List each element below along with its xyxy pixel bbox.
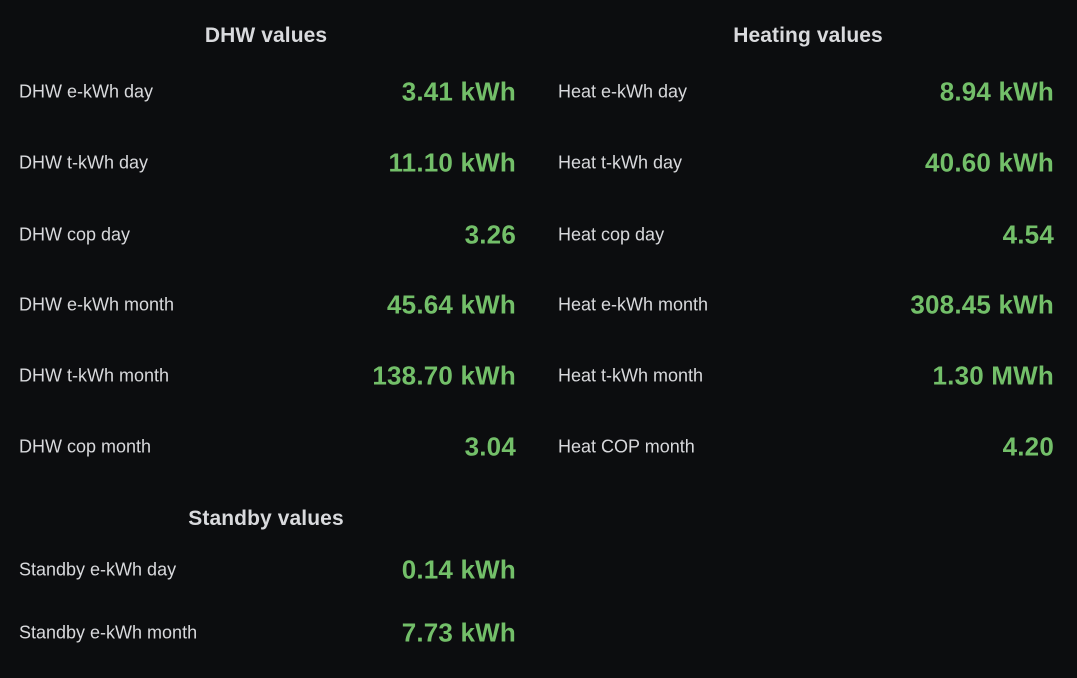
stat-label: DHW cop day	[19, 224, 131, 245]
stat-label: Standby e-kWh day	[19, 559, 177, 580]
stat-label: DHW e-kWh day	[19, 81, 154, 102]
stat-row-heat-ekwh-month: Heat e-kWh month 308.45 kWh	[558, 285, 1054, 325]
stat-row-dhw-tkwh-month: DHW t-kWh month 138.70 kWh	[19, 356, 516, 396]
stat-value: 4.54	[1002, 219, 1054, 250]
stat-value: 7.73 kWh	[401, 617, 516, 648]
stat-label: Heat COP month	[558, 436, 695, 457]
heating-panel: Heating values Heat e-kWh day 8.94 kWh H…	[539, 0, 1077, 482]
stat-row-heat-tkwh-day: Heat t-kWh day 40.60 kWh	[558, 143, 1054, 183]
standby-panel: Standby values Standby e-kWh day 0.14 kW…	[0, 486, 532, 678]
stat-value: 3.04	[464, 431, 516, 462]
stat-label: DHW t-kWh month	[19, 365, 170, 386]
stat-value: 45.64 kWh	[387, 289, 516, 320]
stat-value: 11.10 kWh	[388, 147, 516, 178]
standby-panel-title[interactable]: Standby values	[188, 507, 344, 530]
stat-row-dhw-cop-month: DHW cop month 3.04	[19, 427, 516, 467]
stat-row-heat-tkwh-month: Heat t-kWh month 1.30 MWh	[558, 356, 1054, 396]
stat-row-heat-cop-day: Heat cop day 4.54	[558, 215, 1054, 255]
stat-label: DHW e-kWh month	[19, 294, 175, 315]
stat-value: 3.41 kWh	[401, 76, 516, 107]
stat-value: 308.45 kWh	[910, 289, 1054, 320]
stat-row-heat-cop-month: Heat COP month 4.20	[558, 427, 1054, 467]
stat-row-dhw-cop-day: DHW cop day 3.26	[19, 215, 516, 255]
stat-row-dhw-ekwh-month: DHW e-kWh month 45.64 kWh	[19, 285, 516, 325]
stat-label: Heat t-kWh month	[558, 365, 704, 386]
stat-label: DHW cop month	[19, 436, 152, 457]
stat-label: DHW t-kWh day	[19, 152, 149, 173]
stat-value: 1.30 MWh	[932, 360, 1054, 391]
stat-label: Standby e-kWh month	[19, 622, 198, 643]
stat-row-dhw-ekwh-day: DHW e-kWh day 3.41 kWh	[19, 72, 516, 112]
dhw-panel-title[interactable]: DHW values	[204, 24, 328, 47]
stat-row-heat-ekwh-day: Heat e-kWh day 8.94 kWh	[558, 72, 1054, 112]
stat-value: 138.70 kWh	[372, 360, 516, 391]
stat-row-standby-ekwh-day: Standby e-kWh day 0.14 kWh	[19, 550, 516, 590]
stat-row-standby-ekwh-month: Standby e-kWh month 7.73 kWh	[19, 613, 516, 653]
heating-panel-title[interactable]: Heating values	[733, 24, 883, 47]
stat-value: 40.60 kWh	[925, 147, 1054, 178]
stat-value: 0.14 kWh	[401, 554, 516, 585]
stat-label: Heat e-kWh month	[558, 294, 709, 315]
stat-label: Heat t-kWh day	[558, 152, 683, 173]
stat-value: 4.20	[1002, 431, 1054, 462]
stat-value: 3.26	[464, 219, 516, 250]
stat-label: Heat cop day	[558, 224, 665, 245]
stat-row-dhw-tkwh-day: DHW t-kWh day 11.10 kWh	[19, 143, 516, 183]
dhw-panel: DHW values DHW e-kWh day 3.41 kWh DHW t-…	[0, 0, 532, 482]
stat-value: 8.94 kWh	[939, 76, 1054, 107]
stat-label: Heat e-kWh day	[558, 81, 688, 102]
